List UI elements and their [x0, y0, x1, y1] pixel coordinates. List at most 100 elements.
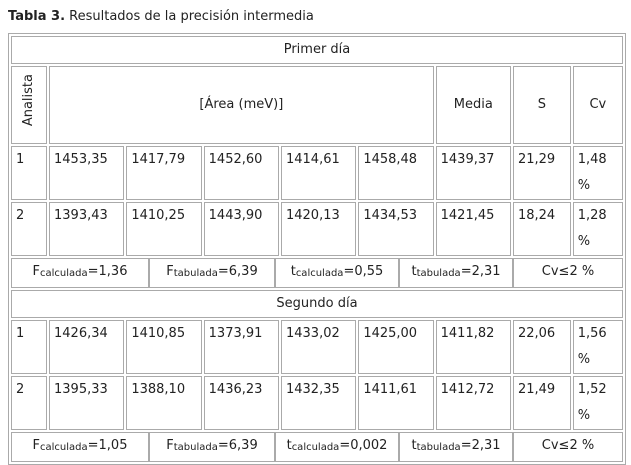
table-body: Primer día Analista [Área (meV)] Media S Cv 1 1… — [11, 36, 623, 462]
cell-value: 1411,82 — [440, 326, 495, 341]
data-cell: 1373,91 — [203, 320, 279, 374]
data-cell: 1434,53 — [358, 202, 434, 256]
stat-symbol: F — [166, 438, 174, 453]
stat-cell: Fcalculada=1,05 — [11, 432, 149, 462]
cell-value: 1452,60 — [208, 152, 263, 167]
stats-row: Fcalculada=1,36 Ftabulada=6,39 tcalculada=… — [11, 258, 623, 288]
stat-symbol: t — [411, 438, 417, 453]
header-cell: S — [512, 66, 571, 144]
data-cell: 2 — [11, 202, 47, 256]
stat-value: =2,31 — [460, 438, 501, 453]
section-title: Segundo día — [11, 290, 623, 318]
stats-holder: Fcalculada=1,36 Ftabulada=6,39 tcalculada=… — [11, 258, 623, 288]
data-cell: 21,49 — [512, 376, 571, 430]
cell-value: 21,49 — [517, 382, 556, 397]
stat-subscript: tabulada — [173, 442, 218, 453]
header-analyst: Analista — [21, 73, 36, 127]
data-cell: 1458,48 — [358, 146, 434, 200]
cell-value: 1421,45 — [440, 208, 495, 223]
data-cell: 1393,43 — [49, 202, 125, 256]
data-row: 2 1393,43 1410,25 1443,90 1420,13 1434,53 1421… — [11, 202, 623, 256]
stat-subscript: calculada — [291, 442, 340, 453]
cell-value: 1439,37 — [440, 152, 495, 167]
cell-value: 2 — [16, 208, 25, 223]
data-cell: 1410,85 — [126, 320, 202, 374]
cv-value: 1,56 % — [577, 326, 607, 367]
stat-cell: Cv≤2 % — [513, 258, 623, 288]
data-row: 1 1453,35 1417,79 1452,60 1414,61 1458,48 1439… — [11, 146, 623, 200]
data-cell: 1,48 % — [572, 146, 623, 200]
cell-value: 1393,43 — [54, 208, 108, 223]
cell-value: 22,06 — [517, 326, 556, 341]
cell-value: 1410,85 — [131, 326, 186, 341]
data-cell: 1,28 % — [572, 202, 623, 256]
cv-limit: Cv≤2 % — [541, 264, 595, 279]
stat-subscript: tabulada — [173, 268, 218, 279]
stat-subscript: calculada — [295, 268, 344, 279]
data-cell: 1425,00 — [358, 320, 434, 374]
caption: Tabla 3. Resultados de la precisión inte… — [8, 9, 314, 24]
cell-value: 1412,72 — [440, 382, 495, 397]
stat-cell: Ftabulada=6,39 — [149, 432, 275, 462]
cv-limit: Cv≤2 % — [541, 438, 595, 453]
stat-cell: Cv≤2 % — [513, 432, 623, 462]
cell-value: 1453,35 — [54, 152, 108, 167]
data-cell: 1453,35 — [49, 146, 125, 200]
stat-value: =6,39 — [217, 438, 258, 453]
stats-table: Fcalculada=1,36 Ftabulada=6,39 tcalculada=… — [11, 258, 623, 288]
cell-value: 1414,61 — [285, 152, 340, 167]
header-cell: Media — [435, 66, 511, 144]
cv-value: 1,28 % — [577, 208, 607, 249]
data-cell: 1433,02 — [280, 320, 357, 374]
stat-subscript: tabulada — [416, 268, 461, 279]
stats-table: Fcalculada=1,05 Ftabulada=6,39 tcalculada=… — [11, 432, 623, 462]
cell-value: 1 — [16, 152, 25, 167]
cell-value: 1395,33 — [54, 382, 108, 397]
cell-value: 1417,79 — [131, 152, 186, 167]
header-cell: Analista — [11, 66, 47, 144]
stat-cell: Fcalculada=1,36 — [11, 258, 149, 288]
data-cell: 1421,45 — [435, 202, 511, 256]
cell-value: 1425,00 — [363, 326, 418, 341]
cell-value: 1 — [16, 326, 25, 341]
stat-subscript: calculada — [40, 442, 88, 453]
section-row: Primer día — [11, 36, 623, 64]
cell-value: 1388,10 — [131, 382, 186, 397]
cell-value: 1410,25 — [131, 208, 186, 223]
cv-value: 1,48 % — [577, 152, 607, 193]
section-row: Segundo día — [11, 290, 623, 318]
data-cell: 1,52 % — [572, 376, 623, 430]
data-cell: 1417,79 — [126, 146, 202, 200]
stat-cell: ttabulada=2,31 — [399, 258, 513, 288]
cell-value: 1420,13 — [285, 208, 340, 223]
cell-value: 21,29 — [517, 152, 556, 167]
stat-value: =2,31 — [460, 264, 501, 279]
cv-value: 1,52 % — [577, 382, 607, 423]
header-row: Analista [Área (meV)] Media S Cv — [11, 66, 623, 144]
header-s: S — [537, 97, 546, 112]
data-cell: 1 — [11, 320, 47, 374]
cell-value: 1434,53 — [363, 208, 418, 223]
stat-symbol: t — [290, 264, 296, 279]
cell-value: 1443,90 — [208, 208, 263, 223]
data-cell: 18,24 — [512, 202, 571, 256]
stat-subscript: tabulada — [416, 442, 461, 453]
cell-value: 1411,61 — [363, 382, 418, 397]
data-cell: 1388,10 — [126, 376, 202, 430]
header-cell: [Área (meV)] — [49, 66, 434, 144]
data-cell: 1426,34 — [49, 320, 125, 374]
header-cv: Cv — [589, 97, 607, 112]
data-cell: 1414,61 — [280, 146, 357, 200]
cell-value: 18,24 — [517, 208, 556, 223]
data-cell: 1443,90 — [203, 202, 279, 256]
stat-symbol: t — [286, 438, 292, 453]
data-cell: 22,06 — [512, 320, 571, 374]
page: Tabla 3. Resultados de la precisión inte… — [8, 9, 626, 465]
stat-cell: ttabulada=2,31 — [399, 432, 513, 462]
cell-value: 1426,34 — [54, 326, 108, 341]
data-row: 1 1426,34 1410,85 1373,91 1433,02 1425,00 1411… — [11, 320, 623, 374]
cell-value: 2 — [16, 382, 25, 397]
cell-value: 1436,23 — [208, 382, 263, 397]
data-cell: 2 — [11, 376, 47, 430]
data-cell: 1436,23 — [203, 376, 279, 430]
